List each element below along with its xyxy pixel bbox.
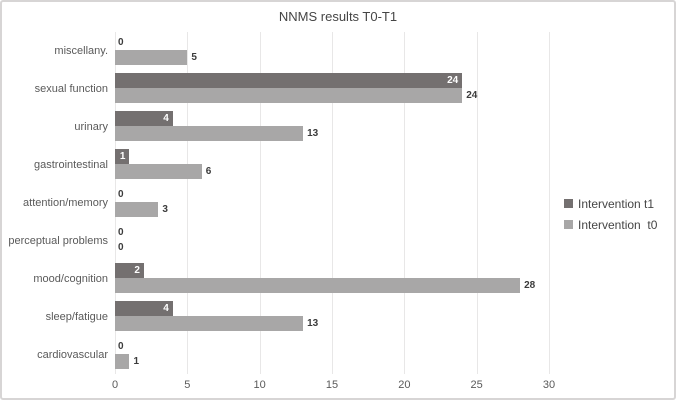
legend-label-t1: Intervention t1 [578, 196, 655, 211]
category-label-attention-memory: attention/memory [23, 197, 108, 209]
value-label-t1-miscellany: 0 [118, 37, 124, 48]
legend-swatch-t1 [564, 199, 573, 208]
legend-item-t1: Intervention t1 [564, 193, 657, 214]
x-tick-20: 20 [398, 379, 411, 391]
value-label-t0-gastrointestinal: 6 [205, 166, 212, 177]
category-label-sexual-function: sexual function [34, 83, 108, 95]
gridline-x-15 [332, 32, 333, 374]
value-label-t0-sleep-fatigue: 13 [307, 318, 319, 329]
chart-title: NNMS results T0-T1 [278, 9, 398, 24]
value-label-t1-gastrointestinal: 1 [119, 151, 126, 162]
bar-t1-gastrointestinal [115, 149, 130, 164]
bar-t0-mood-cognition [115, 278, 521, 293]
category-label-mood-cognition: mood/cognition [33, 273, 108, 285]
category-label-cardiovascular: cardiovascular [37, 349, 108, 361]
gridline-x-10 [259, 32, 261, 374]
legend-item-t0: Intervention t0 [564, 214, 657, 235]
bar-t1-sexual-function [115, 73, 463, 88]
x-tick-25: 25 [470, 379, 483, 391]
category-label-urinary: urinary [74, 121, 108, 133]
category-label-sleep-fatigue: sleep/fatigue [45, 311, 108, 323]
category-label-perceptual-problems: perceptual problems [8, 235, 108, 247]
value-label-t0-perceptual-problems: 0 [118, 242, 124, 253]
x-tick-10: 10 [253, 379, 266, 391]
x-tick-0: 0 [111, 379, 119, 391]
bar-t0-sexual-function [115, 88, 463, 103]
bar-t0-miscellany [115, 50, 188, 65]
bar-t0-urinary [115, 126, 304, 141]
bar-t1-urinary [115, 111, 173, 126]
value-label-t0-attention-memory: 3 [162, 204, 168, 215]
x-tick-30: 30 [542, 379, 556, 391]
value-label-t1-mood-cognition: 2 [134, 265, 140, 276]
value-label-t0-miscellany: 5 [191, 52, 197, 63]
legend: Intervention t1 Intervention t0 [564, 193, 657, 235]
category-label-miscellany: miscellany. [54, 45, 108, 57]
bar-t1-mood-cognition [115, 263, 144, 278]
bar-t0-gastrointestinal [115, 164, 202, 179]
gridline-x-20 [404, 32, 406, 374]
legend-label-t0: Intervention t0 [578, 217, 658, 232]
value-label-t0-cardiovascular: 1 [133, 356, 140, 367]
value-label-t0-urinary: 13 [307, 128, 319, 139]
x-tick-15: 15 [325, 379, 339, 391]
value-label-t0-sexual-function: 24 [466, 90, 478, 101]
legend-swatch-t0 [564, 220, 573, 229]
x-tick-5: 5 [184, 379, 191, 391]
value-label-t0-mood-cognition: 28 [524, 280, 536, 291]
value-label-t1-perceptual-problems: 0 [118, 227, 124, 238]
bar-t0-sleep-fatigue [115, 316, 304, 331]
gridline-x-5 [187, 32, 189, 374]
value-label-t1-urinary: 4 [163, 113, 169, 124]
bar-t0-attention-memory [115, 202, 159, 217]
value-label-t1-cardiovascular: 0 [118, 341, 124, 352]
category-label-gastrointestinal: gastrointestinal [34, 159, 108, 171]
bar-t0-cardiovascular [115, 354, 130, 369]
bar-t1-sleep-fatigue [115, 301, 173, 316]
gridline-x-30 [549, 32, 550, 374]
value-label-t1-sleep-fatigue: 4 [163, 303, 169, 314]
value-label-t1-attention-memory: 0 [118, 189, 124, 200]
value-label-t1-sexual-function: 24 [447, 75, 459, 86]
gridline-x-25 [476, 32, 478, 374]
